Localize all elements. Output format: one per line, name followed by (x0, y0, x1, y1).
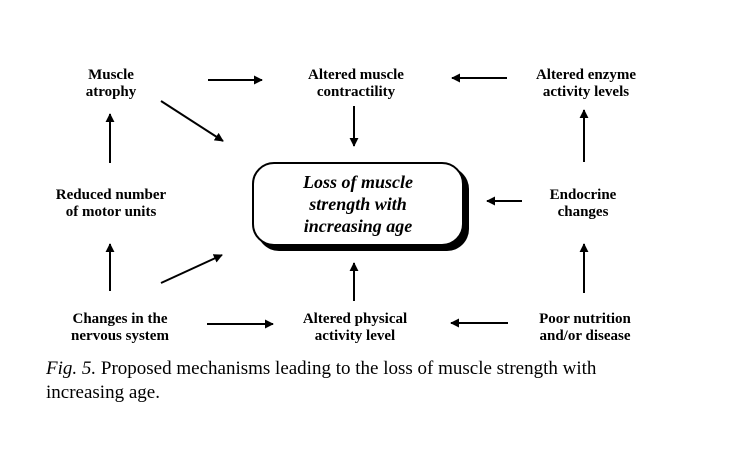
center-node: Loss of muscle strength with increasing … (252, 162, 464, 246)
node-reduced-motor-units: Reduced number of motor units (36, 187, 186, 221)
node-endocrine-changes-line2: changes (557, 204, 609, 220)
node-altered-contractility: Altered muscle contractility (283, 67, 429, 101)
node-muscle-atrophy-line2: atrophy (85, 84, 137, 100)
center-node-line1: Loss of muscle (303, 172, 413, 192)
node-physical-activity-line1: Altered physical (302, 311, 408, 327)
node-altered-contractility-line1: Altered muscle (308, 67, 404, 83)
node-altered-enzyme-line2: activity levels (542, 84, 630, 100)
node-endocrine-changes: Endocrine changes (528, 187, 638, 221)
node-muscle-atrophy-line1: Muscle (88, 67, 134, 83)
figure-label: Fig. 5. (46, 358, 97, 379)
node-physical-activity: Altered physical activity level (280, 311, 430, 345)
figure-caption: Fig. 5. Proposed mechanisms leading to t… (46, 357, 666, 405)
arrow-atrophy-to-center (160, 100, 224, 142)
center-node-line2: strength with (309, 194, 407, 214)
node-nervous-system-line1: Changes in the (72, 311, 168, 327)
node-altered-enzyme: Altered enzyme activity levels (512, 67, 660, 101)
node-altered-contractility-line2: contractility (316, 84, 396, 100)
arrow-nervous-to-center (160, 254, 223, 284)
node-muscle-atrophy: Muscle atrophy (76, 67, 146, 101)
node-reduced-motor-units-line1: Reduced number (55, 187, 167, 203)
node-endocrine-changes-line1: Endocrine (549, 187, 617, 203)
node-altered-enzyme-line1: Altered enzyme (535, 67, 637, 83)
node-nervous-system: Changes in the nervous system (45, 311, 195, 345)
node-reduced-motor-units-line2: of motor units (65, 204, 157, 220)
center-node-line3: increasing age (303, 216, 413, 236)
node-poor-nutrition: Poor nutrition and/or disease (512, 311, 658, 345)
node-nervous-system-line2: nervous system (71, 328, 169, 344)
node-physical-activity-line2: activity level (314, 328, 396, 344)
figure-caption-text: Proposed mechanisms leading to the loss … (46, 358, 597, 403)
node-poor-nutrition-line2: and/or disease (539, 328, 631, 344)
node-poor-nutrition-line1: Poor nutrition (539, 311, 631, 327)
